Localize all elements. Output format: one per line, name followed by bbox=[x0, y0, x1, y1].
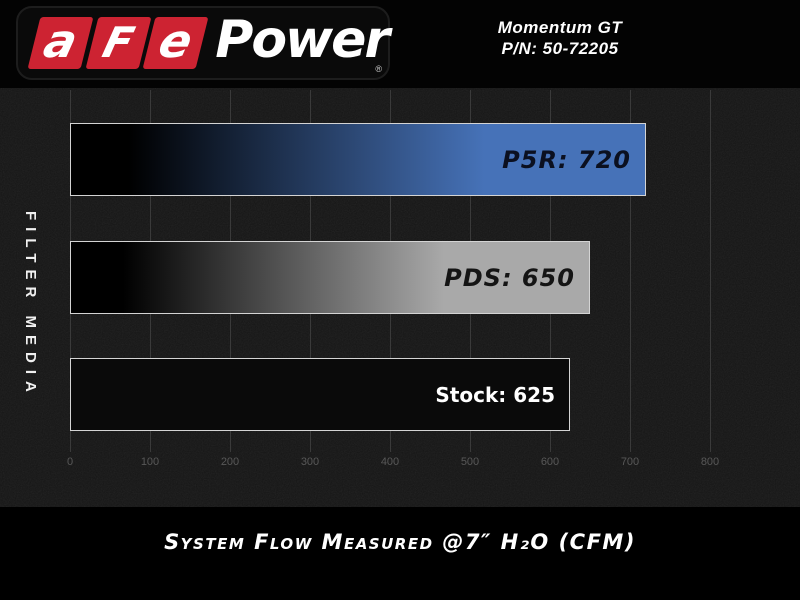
axis-tick-label: 800 bbox=[700, 456, 720, 468]
bar-pds: PDS: 650 bbox=[70, 241, 590, 314]
header: a F e Power ® Momentum GT P/N: 50-72205 bbox=[0, 0, 800, 88]
y-axis-label: FILTER MEDIA bbox=[22, 211, 39, 399]
bar-value-label: PDS: 650 bbox=[444, 263, 575, 292]
product-name: Momentum GT bbox=[497, 18, 623, 37]
logo-letter-block-a: a bbox=[27, 14, 94, 69]
registered-trademark-icon: ® bbox=[375, 64, 382, 74]
logo-letter-block-f: F bbox=[85, 17, 151, 69]
bar-stock: Stock: 625 bbox=[70, 358, 570, 431]
bar-value-label: P5R: 720 bbox=[502, 145, 631, 174]
axis-tick-label: 700 bbox=[620, 456, 640, 468]
product-model-text: Momentum GT P/N: 50-72205 bbox=[440, 17, 680, 59]
axis-tick-label: 100 bbox=[140, 456, 160, 468]
logo-word-power: Power bbox=[215, 10, 390, 70]
x-axis-caption: System Flow Measured @7″ H₂O (CFM) bbox=[164, 530, 636, 554]
logo-letter-a: a bbox=[38, 14, 84, 68]
axis-tick-label: 500 bbox=[460, 456, 480, 468]
axis-tick-label: 200 bbox=[220, 456, 240, 468]
part-number: P/N: 50-72205 bbox=[501, 39, 619, 58]
axis-tick-label: 300 bbox=[300, 456, 320, 468]
gridline bbox=[710, 90, 711, 452]
gridline bbox=[630, 90, 631, 452]
bar-p5r: P5R: 720 bbox=[70, 123, 646, 196]
logo-letter-block-e: e bbox=[142, 14, 209, 69]
axis-tick-label: 600 bbox=[540, 456, 560, 468]
logo-letter-f: F bbox=[97, 18, 139, 67]
afe-power-logo: a F e Power ® bbox=[16, 6, 390, 80]
bar-chart: FILTER MEDIA P5R: 720 PDS: 650 Stock: 625 … bbox=[0, 88, 800, 507]
axis-tick-label: 400 bbox=[380, 456, 400, 468]
axis-tick-label: 0 bbox=[66, 456, 74, 468]
logo-letter-e: e bbox=[154, 14, 199, 68]
bar-value-label: Stock: 625 bbox=[435, 382, 555, 407]
